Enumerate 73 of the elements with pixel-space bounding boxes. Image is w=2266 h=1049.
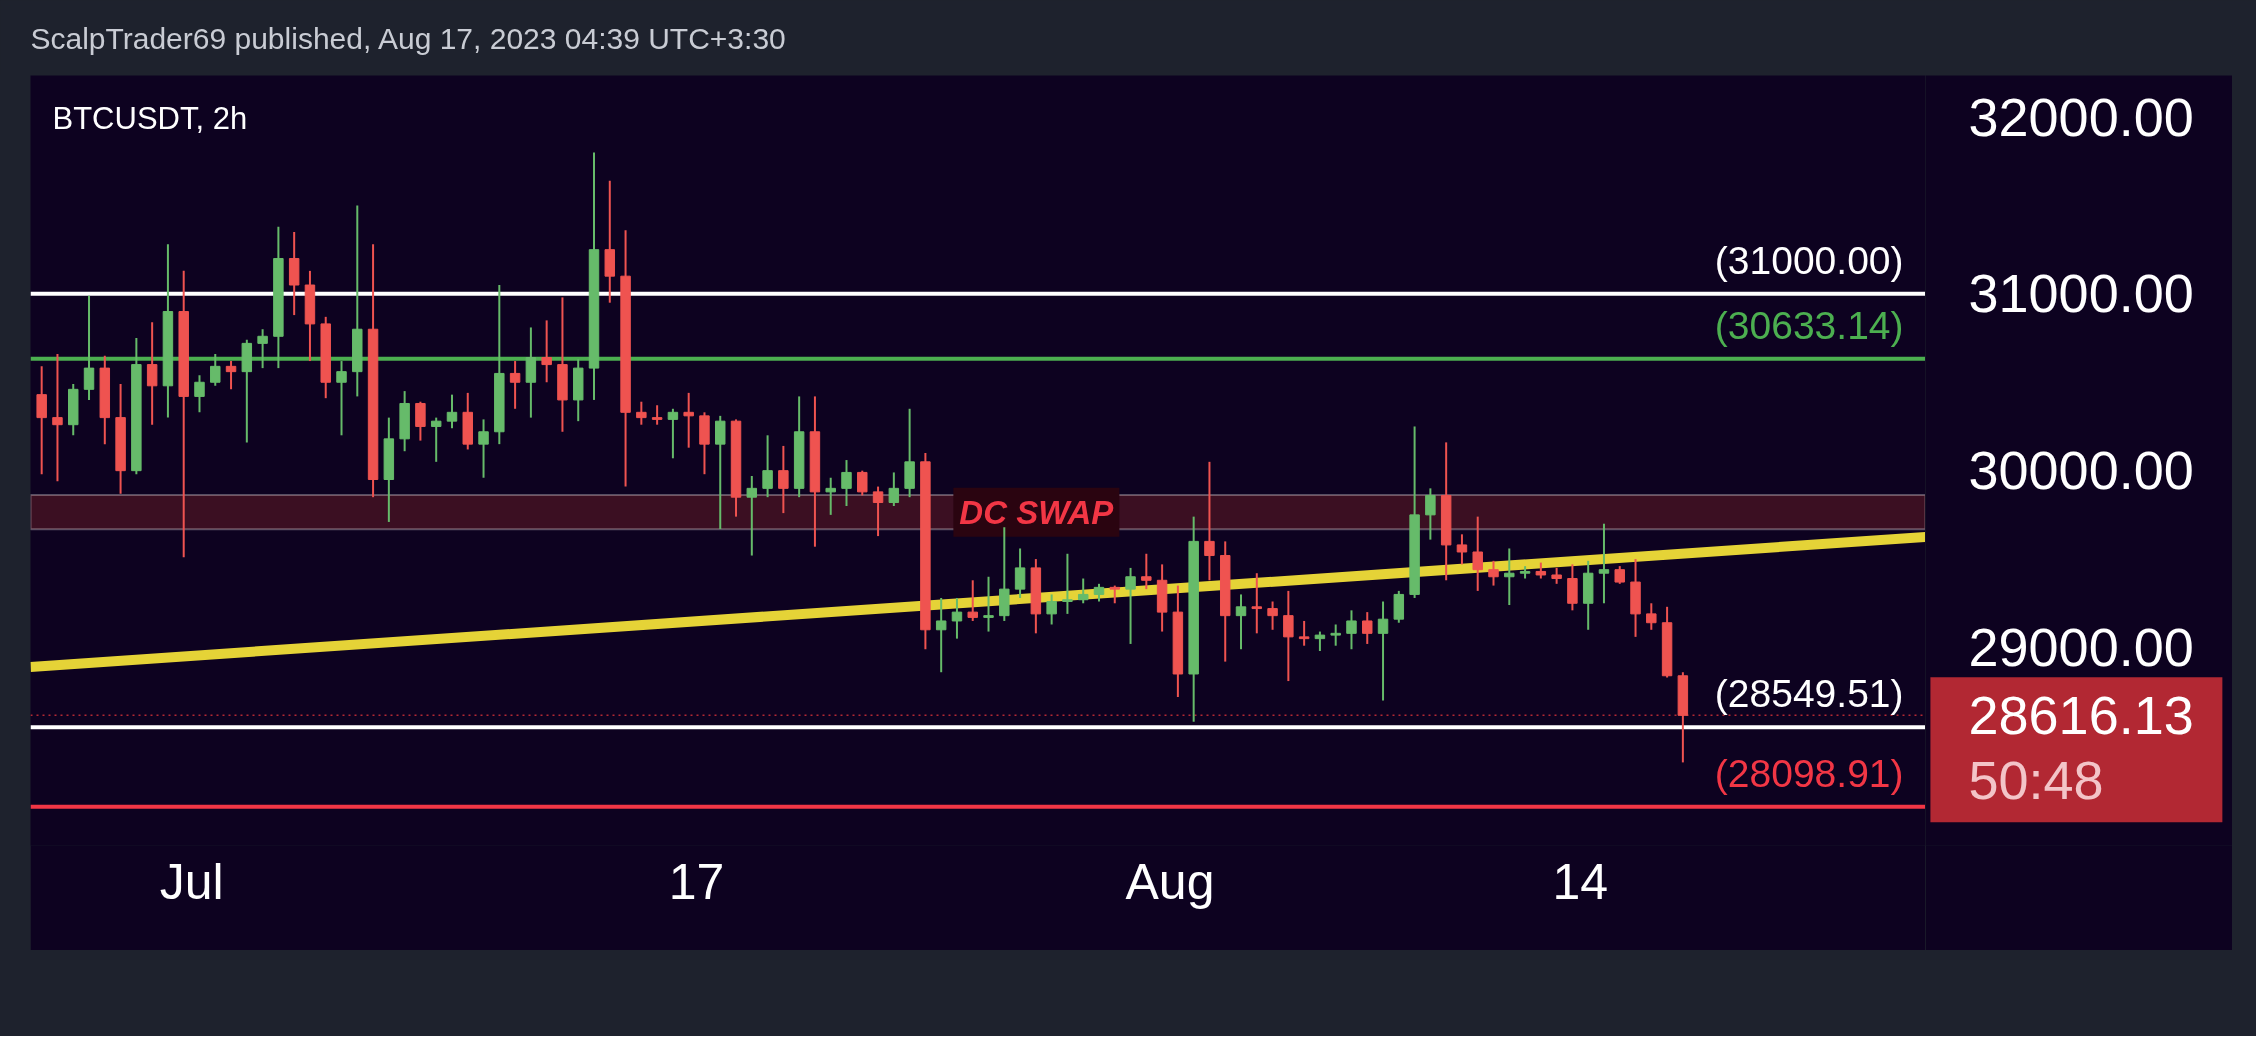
candlestick xyxy=(841,459,852,508)
candlestick xyxy=(1014,547,1026,599)
x-tick-label: 17 xyxy=(668,853,725,910)
candlestick xyxy=(778,444,789,515)
candlestick xyxy=(1472,515,1483,592)
candlestick xyxy=(1046,593,1057,626)
candlestick xyxy=(1346,609,1357,651)
ref-line-label: (28549.51) xyxy=(1714,672,1904,716)
band-label: DC SWAP xyxy=(959,493,1115,531)
candlestick xyxy=(1267,600,1278,631)
candlestick xyxy=(1204,460,1215,582)
text: ScalpTrader69 published, Aug 17, 2023 04:39 UTC+3:30 xyxy=(30,21,786,55)
candlestick xyxy=(951,596,963,640)
candlestick xyxy=(762,434,773,499)
candlestick xyxy=(1330,623,1341,647)
candlestick xyxy=(509,360,521,410)
candlestick xyxy=(935,596,947,674)
candlestick xyxy=(667,407,679,460)
candlestick xyxy=(1456,533,1468,566)
candlestick xyxy=(225,360,237,391)
candlestick xyxy=(1283,589,1294,683)
candlestick xyxy=(1598,522,1610,605)
y-tick-label: 30000.00 xyxy=(1968,440,2194,501)
candlestick xyxy=(1646,602,1657,631)
candlestick xyxy=(746,474,758,557)
candlestick xyxy=(1077,577,1089,605)
candlestick xyxy=(83,294,95,401)
candlestick xyxy=(1488,559,1499,587)
candlestick xyxy=(1235,593,1247,651)
candlestick xyxy=(1314,630,1326,653)
candlestick xyxy=(1298,619,1310,647)
text: BTCUSDT, 2h xyxy=(52,101,248,136)
candlestick xyxy=(872,485,884,538)
candlestick xyxy=(1362,611,1373,645)
candlestick xyxy=(1062,552,1073,615)
text: 50:48 xyxy=(1968,750,2104,811)
candlestick xyxy=(446,393,458,430)
ref-line-label: (28098.91) xyxy=(1714,751,1904,795)
candlestick xyxy=(857,469,868,497)
candlestick xyxy=(415,400,426,442)
candlestick xyxy=(210,352,221,387)
candlestick xyxy=(651,404,663,426)
candlestick xyxy=(1425,487,1436,541)
candlestick xyxy=(1377,600,1389,702)
ref-line-label: (30633.14) xyxy=(1714,303,1904,347)
ref-line-label: (31000.00) xyxy=(1714,238,1904,282)
candlestick xyxy=(478,418,489,479)
candlestick xyxy=(967,579,978,622)
candlestick xyxy=(715,414,726,531)
x-tick-label: Aug xyxy=(1125,853,1215,910)
candlestick xyxy=(683,391,694,449)
candlestick xyxy=(1141,552,1152,591)
candlestick xyxy=(52,352,63,483)
x-tick-label: 14 xyxy=(1552,853,1609,910)
candlestick xyxy=(430,416,442,463)
candlestick xyxy=(983,575,994,633)
candlestick xyxy=(257,328,268,370)
y-tick-label: 31000.00 xyxy=(1968,263,2194,324)
x-tick-label: Jul xyxy=(159,853,224,910)
candlestick xyxy=(636,400,647,426)
candlestick xyxy=(541,319,552,384)
candlestick xyxy=(1251,572,1263,635)
candlestick xyxy=(36,365,47,476)
candlestick xyxy=(1125,566,1136,645)
candlestick xyxy=(888,471,900,508)
y-tick-label: 29000.00 xyxy=(1968,616,2194,677)
y-tick-label: 32000.00 xyxy=(1968,86,2194,147)
ref-line-label: 28616.13 xyxy=(1968,684,2194,745)
candlestick xyxy=(336,360,347,437)
candlestick xyxy=(194,374,205,414)
candlestick xyxy=(825,476,836,516)
candlestick xyxy=(1504,547,1515,607)
candlestick xyxy=(146,321,158,426)
